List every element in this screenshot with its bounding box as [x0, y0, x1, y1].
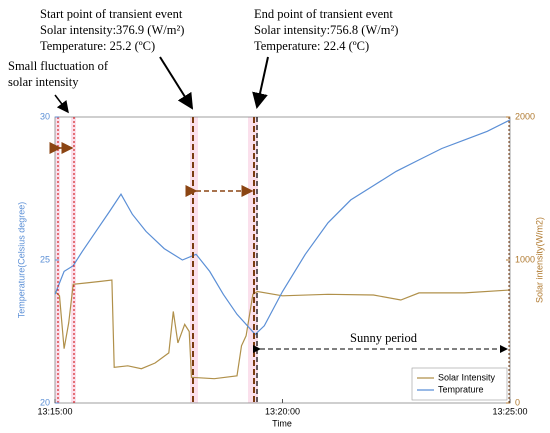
y-tick-label: 25 — [40, 254, 50, 264]
annotation: Solar intensity:376.9 (W/m²) — [40, 23, 184, 37]
x-tick-label: 13:15:00 — [37, 406, 72, 416]
annotation: solar intensity — [8, 75, 79, 89]
x-axis-label: Time — [272, 418, 292, 428]
highlight-bands — [55, 117, 258, 403]
annotation: Solar intensity:756.8 (W/m²) — [254, 23, 398, 37]
x-tick-label: 13:25:00 — [492, 406, 527, 416]
y-axis-label: Temperature(Celsius degree) — [16, 202, 26, 319]
y2-tick-label: 1000 — [515, 254, 535, 264]
annotation: Temperature: 22.4 (ºC) — [254, 39, 369, 53]
y2-axis-label: Solar intensity(W/m2) — [534, 217, 544, 303]
series-line — [54, 119, 511, 336]
annotation: Small fluctuation of — [8, 59, 109, 73]
legend-label: Solar Intensity — [438, 372, 496, 382]
y2-tick-label: 0 — [515, 397, 520, 407]
annotation: End point of transient event — [254, 7, 393, 21]
x-tick-label: 13:20:00 — [265, 406, 300, 416]
plot-frame — [54, 116, 511, 404]
legend-box — [411, 367, 508, 401]
y2-tick-label: 2000 — [515, 111, 535, 121]
y-tick-label: 30 — [40, 111, 50, 121]
event-lines — [49, 56, 510, 403]
annotation: Sunny period — [350, 331, 418, 345]
y-tick-label: 20 — [40, 397, 50, 407]
legend-label: Temprature — [438, 384, 484, 394]
series-line — [54, 279, 511, 380]
annotation: Start point of transient event — [40, 7, 183, 21]
annotation: Temperature: 25.2 (ºC) — [40, 39, 155, 53]
